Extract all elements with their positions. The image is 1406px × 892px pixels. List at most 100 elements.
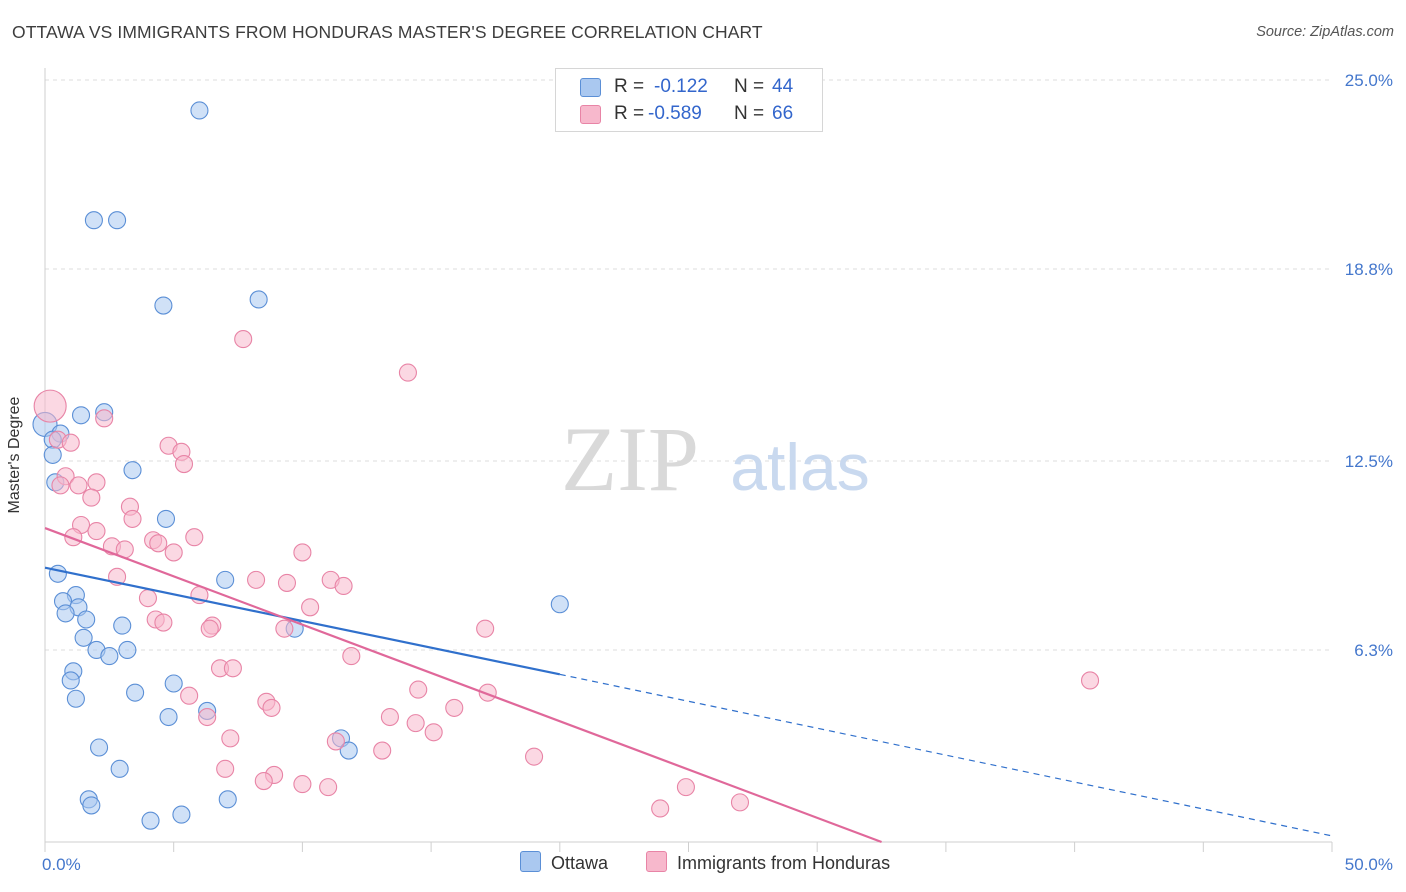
honduras-point: [138, 589, 158, 608]
honduras-point: [185, 528, 204, 547]
legend-r-label: R =: [614, 103, 645, 124]
honduras-point: [406, 714, 425, 733]
bottom-legend-label-ottawa: Ottawa: [551, 853, 609, 873]
legend-r-value: -0.122: [654, 76, 708, 97]
ottawa-point: [100, 647, 119, 666]
honduras-point: [275, 619, 294, 638]
ottawa-trend-line: [44, 566, 561, 676]
ottawa-point: [61, 671, 80, 690]
honduras-point: [154, 613, 173, 632]
series-ottawa-points: [32, 101, 569, 830]
ottawa-point: [218, 790, 237, 809]
ottawa-point: [56, 604, 75, 623]
ottawa-point: [90, 738, 109, 757]
legend-r-label: R =: [614, 76, 645, 97]
ottawa-point: [110, 759, 129, 778]
honduras-point: [373, 741, 392, 760]
ottawa-point: [216, 570, 235, 589]
ottawa-point: [154, 296, 173, 315]
ottawa-point: [108, 211, 127, 230]
bottom-legend-swatch-ottawa: [520, 851, 541, 872]
bottom-legend-label-honduras: Immigrants from Honduras: [677, 853, 891, 873]
honduras-point: [651, 799, 670, 818]
honduras-point: [409, 680, 428, 699]
honduras-point: [476, 619, 495, 638]
ottawa-point: [164, 674, 183, 693]
honduras-point: [174, 454, 194, 474]
honduras-point: [380, 707, 399, 727]
ottawa-point: [126, 683, 145, 702]
legend: R = -0.122 N = 44 R = -0.589 N = 66: [555, 68, 823, 132]
honduras-point: [61, 433, 80, 452]
x-tick-label: 0.0%: [42, 855, 81, 874]
honduras-point: [1080, 671, 1100, 690]
honduras-point: [198, 707, 217, 727]
ottawa-point: [156, 509, 176, 528]
bottom-legend-honduras: Immigrants from Honduras: [646, 851, 890, 877]
honduras-point: [277, 573, 297, 592]
legend-n-value: 66: [772, 103, 794, 124]
y-tick-label: 25.0%: [1345, 71, 1393, 90]
honduras-point: [525, 747, 544, 766]
honduras-point: [334, 576, 353, 596]
honduras-point: [319, 778, 338, 797]
honduras-trend-line: [44, 527, 882, 844]
watermark-atlas: atlas: [730, 430, 869, 504]
honduras-point: [123, 509, 142, 528]
ottawa-point: [118, 640, 137, 660]
bottom-legend-ottawa: Ottawa: [520, 851, 608, 877]
legend-n-value: 44: [772, 76, 794, 97]
legend-r-value: -0.589: [648, 103, 702, 124]
honduras-point: [51, 476, 70, 495]
watermark: ZIP atlas: [561, 408, 870, 510]
ottawa-point: [141, 811, 160, 830]
honduras-point: [247, 570, 266, 589]
ottawa-point: [43, 445, 62, 464]
series-honduras-points: [33, 330, 1100, 818]
honduras-point: [223, 659, 242, 678]
honduras-point: [730, 793, 750, 812]
ottawa-point: [550, 595, 569, 614]
honduras-point: [424, 723, 443, 742]
ottawa-point: [159, 707, 178, 727]
honduras-point: [82, 488, 101, 507]
source-label: Source: ZipAtlas.com: [1256, 24, 1394, 40]
trend-lines: [44, 527, 1333, 844]
honduras-point: [87, 473, 106, 492]
legend-n-label: N =: [734, 103, 765, 124]
honduras-point: [262, 698, 281, 717]
ottawa-point: [66, 689, 85, 708]
bottom-legend-swatch-honduras: [646, 851, 667, 872]
honduras-point: [95, 409, 114, 428]
y-tick-label: 12.5%: [1345, 452, 1393, 471]
ottawa-point: [190, 101, 209, 120]
honduras-point: [234, 330, 253, 349]
honduras-point: [180, 686, 199, 705]
ottawa-point: [74, 628, 93, 647]
y-tick-label: 18.8%: [1345, 260, 1393, 279]
honduras-point: [200, 619, 219, 638]
ottawa-point: [249, 290, 268, 309]
honduras-point: [69, 476, 88, 495]
ottawa-point: [172, 805, 191, 824]
honduras-point: [398, 363, 417, 382]
ottawa-point: [339, 741, 358, 760]
ottawa-point: [84, 211, 103, 230]
honduras-point: [342, 647, 361, 666]
legend-swatch-ottawa: [580, 78, 601, 97]
legend-row-ottawa: R = -0.122 N = 44: [556, 74, 822, 100]
ottawa-point: [123, 461, 142, 480]
honduras-point: [676, 778, 695, 797]
chart-title: OTTAWA VS IMMIGRANTS FROM HONDURAS MASTE…: [12, 22, 763, 42]
honduras-point: [293, 775, 312, 794]
legend-swatch-honduras: [580, 105, 601, 124]
legend-n-label: N =: [734, 76, 765, 97]
x-tick-label: 50.0%: [1345, 855, 1393, 874]
honduras-point: [293, 543, 312, 562]
ottawa-point: [48, 564, 67, 583]
honduras-point: [301, 598, 320, 617]
honduras-point: [326, 732, 345, 751]
ottawa-point: [82, 796, 101, 815]
ottawa-point: [77, 610, 96, 629]
